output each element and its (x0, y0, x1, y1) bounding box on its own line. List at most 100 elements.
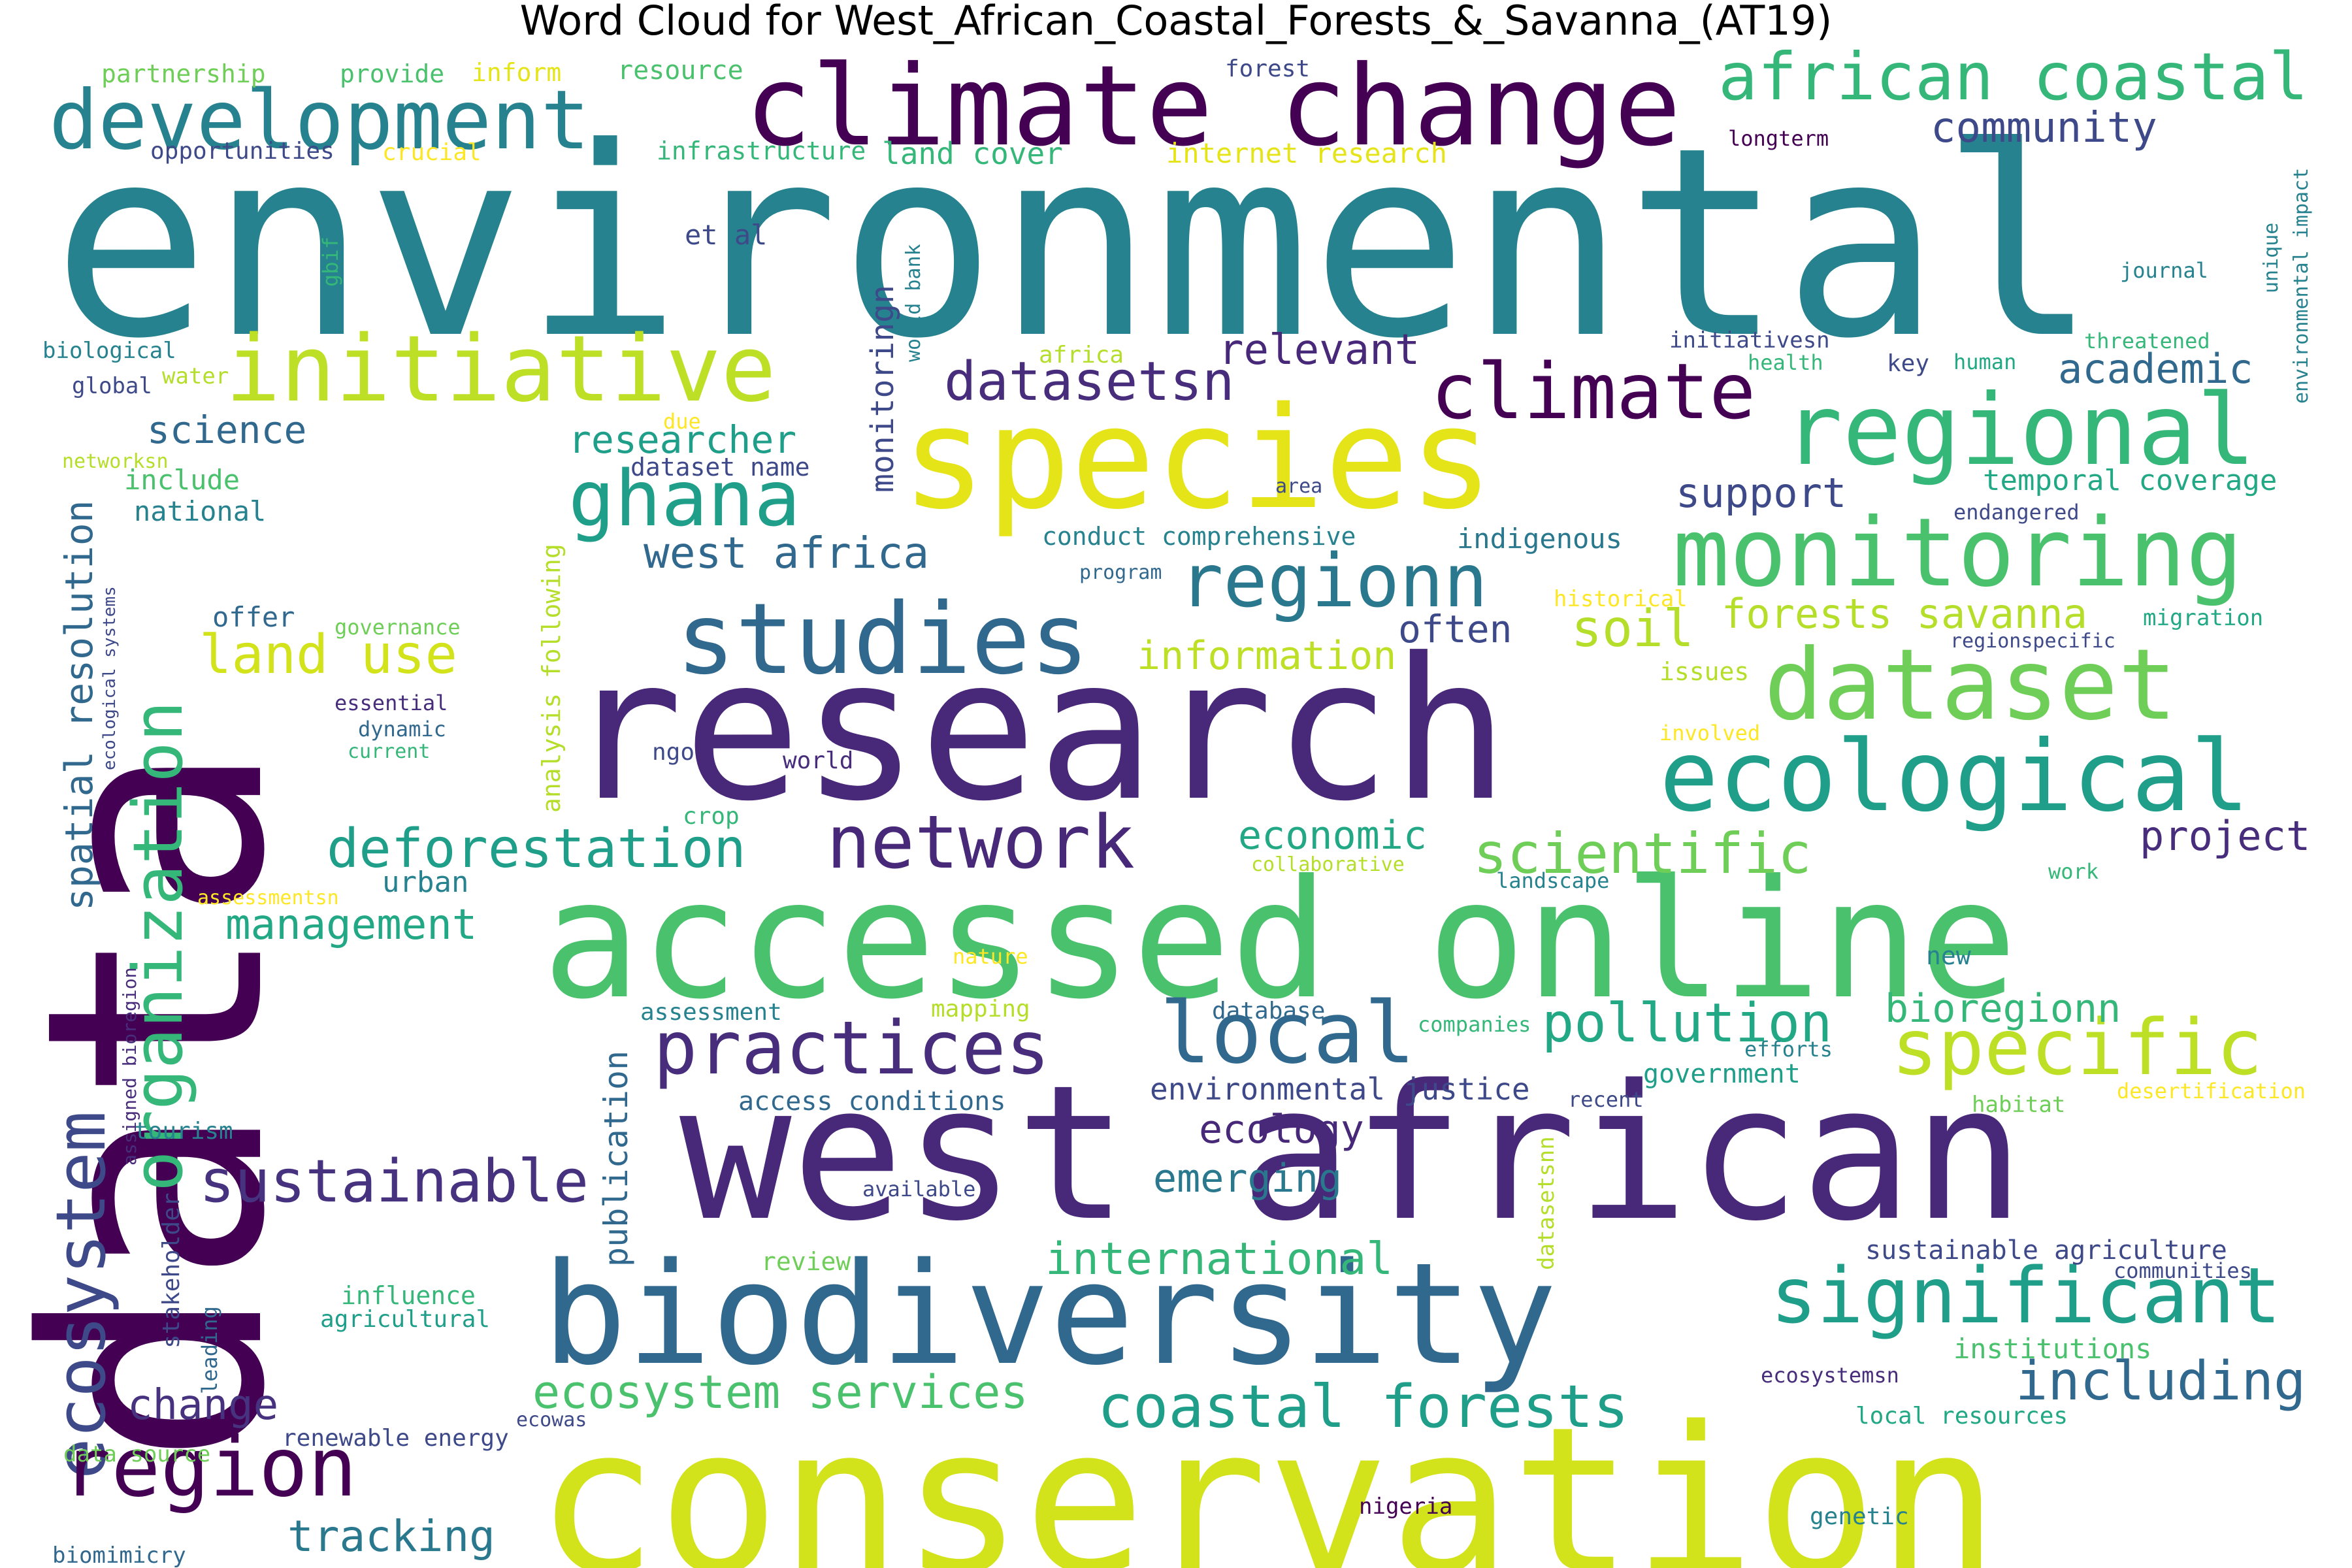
word-journal: journal (2120, 258, 2208, 283)
word-often: often (1398, 607, 1512, 651)
word-dynamic: dynamic (358, 717, 446, 742)
word-network: network (826, 800, 1135, 885)
word-offer: offer (212, 601, 295, 633)
word-ecological-systems: ecological systems (100, 586, 120, 770)
word-change: change (127, 1381, 279, 1429)
word-infrastructure: infrastructure (657, 137, 866, 165)
word-data-source: data source (63, 1441, 211, 1467)
word-historical: historical (1554, 586, 1688, 612)
word-et-al: et al (685, 219, 768, 251)
word-studies: studies (676, 583, 1090, 696)
word-region: region (62, 1420, 357, 1515)
word-influence: influence (341, 1281, 476, 1310)
word-cloud-title: Word Cloud for West_African_Coastal_Fore… (519, 0, 1833, 44)
word-migration: migration (2143, 605, 2264, 631)
word-governance: governance (335, 615, 461, 640)
word-global: global (72, 373, 152, 399)
word-initiative: initiative (225, 316, 776, 423)
word-sustainable-agriculture: sustainable agriculture (1865, 1235, 2227, 1266)
word-key: key (1887, 350, 1930, 377)
word-water: water (162, 363, 229, 389)
word-nature: nature (953, 944, 1028, 969)
word-communities: communities (2114, 1258, 2252, 1283)
word-desertification: desertification (2117, 1079, 2306, 1103)
word-longterm: longterm (1728, 126, 1829, 151)
word-regional: regional (1784, 374, 2256, 487)
word-available: available (862, 1177, 976, 1201)
word-ghana: ghana (568, 453, 801, 544)
word-networksn: networksn (62, 450, 169, 473)
word-program: program (1079, 561, 1162, 584)
word-monitoringn: monitoringn (864, 285, 901, 493)
word-review: review (761, 1247, 851, 1276)
word-monitoring: monitoring (1673, 498, 2243, 608)
word-assigned-bioregion: assigned bioregion (119, 967, 140, 1166)
word-publication: publication (597, 1050, 635, 1267)
word-new: new (1926, 941, 1971, 970)
word-opportunities: opportunities (150, 138, 335, 165)
word-database: database (1212, 998, 1326, 1024)
word-cloud: environmental data research accessed onl… (0, 42, 2352, 1568)
word-health: health (1748, 350, 1823, 375)
word-datasetsnn: datasetsnn (1533, 1136, 1560, 1270)
word-forest: forest (1225, 56, 1311, 82)
word-include: include (124, 464, 240, 496)
word-internet-research: internet research (1166, 137, 1447, 169)
word-work: work (2048, 859, 2099, 884)
word-climate-change: climate change (745, 42, 1681, 171)
word-institutions: institutions (1953, 1333, 2152, 1365)
word-temporal-coverage: temporal coverage (1983, 464, 2278, 497)
word-partnership: partnership (101, 59, 266, 88)
word-initiativesn: initiativesn (1669, 327, 1830, 353)
word-datasetsn: datasetsn (944, 351, 1235, 413)
word-inform: inform (472, 58, 562, 87)
word-ecosystemsn: ecosystemsn (1761, 1363, 1899, 1388)
word-due: due (663, 409, 701, 434)
word-ecology: ecology (1199, 1107, 1364, 1152)
word-dataset-name: dataset name (630, 453, 810, 482)
word-information: information (1137, 633, 1397, 679)
word-urban: urban (382, 866, 469, 899)
word-threatened: threatened (2084, 329, 2210, 353)
word-tracking: tracking (287, 1511, 495, 1561)
word-significant: significant (1771, 1250, 2281, 1341)
word-african-coastal: african coastal (1718, 42, 2309, 115)
word-west-africa: west africa (644, 528, 930, 578)
word-tourism: tourism (134, 1118, 233, 1145)
word-unique: unique (2260, 222, 2283, 293)
word-ecological: ecological (1659, 720, 2250, 834)
word-area: area (1275, 475, 1323, 498)
word-relevant: relevant (1218, 326, 1420, 374)
word-renewable-energy: renewable energy (282, 1425, 509, 1452)
word-analysis-following: analysis following (537, 544, 566, 813)
word-science: science (147, 408, 307, 452)
word-leading: leading (197, 1306, 222, 1394)
word-indigenous: indigenous (1457, 523, 1622, 555)
word-emerging: emerging (1153, 1156, 1342, 1201)
word-mapping: mapping (931, 996, 1030, 1022)
word-economic: economic (1238, 813, 1427, 858)
word-crop: crop (683, 803, 740, 830)
word-provide: provide (340, 59, 445, 88)
word-pollution: pollution (1542, 992, 1833, 1054)
word-ngo: ngo (652, 739, 695, 766)
word-biological: biological (42, 338, 176, 364)
word-efforts: efforts (1744, 1037, 1833, 1062)
word-including: including (2016, 1350, 2306, 1413)
word-management: management (225, 901, 478, 949)
word-practices: practices (653, 1006, 1050, 1091)
word-conservation: conservation (536, 1384, 1999, 1568)
word-involved: involved (1659, 721, 1761, 745)
word-biomimicry: biomimicry (52, 1543, 186, 1568)
word-national: national (134, 495, 267, 527)
word-genetic: genetic (1810, 1503, 1909, 1530)
word-landscape: landscape (1496, 868, 1610, 893)
word-assessmentsn: assessmentsn (197, 887, 339, 909)
word-deforestation: deforestation (327, 818, 746, 880)
word-local-resources: local resources (1855, 1403, 2068, 1429)
word-issues: issues (1659, 657, 1750, 686)
word-conduct-comprehensive: conduct comprehensive (1042, 522, 1356, 551)
word-scientific: scientific (1473, 821, 1812, 887)
word-nigeria: nigeria (1359, 1494, 1453, 1520)
word-specific: specific (1891, 1002, 2263, 1092)
